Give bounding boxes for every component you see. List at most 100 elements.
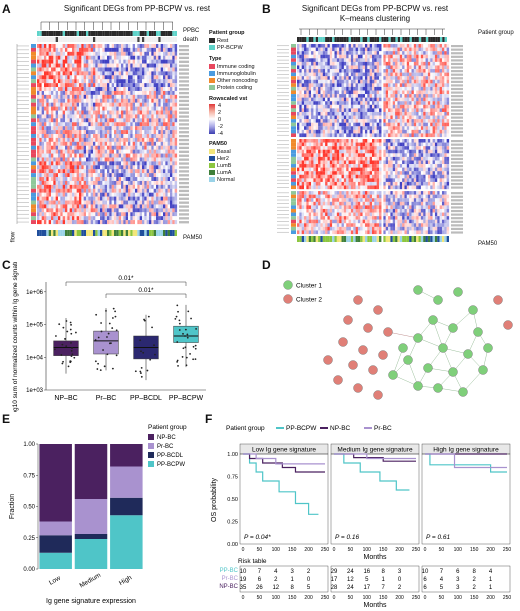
heatmap-cell	[88, 114, 91, 119]
heatmap-cell	[151, 63, 154, 68]
heatmap-cell	[83, 212, 87, 217]
heatmap-cell	[60, 110, 63, 115]
heatmap-cell	[444, 94, 447, 98]
heatmap-cell	[135, 79, 138, 84]
heatmap-cell	[144, 184, 147, 189]
heatmap-cell	[372, 133, 375, 138]
heatmap-cell	[327, 61, 330, 66]
heatmap-cell	[397, 86, 400, 91]
heatmap-cell	[142, 59, 145, 64]
heatmap-cell	[51, 75, 54, 80]
heatmap-cell	[434, 69, 438, 73]
heatmap-cell	[76, 71, 80, 76]
heatmap-cell	[174, 153, 178, 158]
pam50-track-cell	[149, 230, 152, 236]
heatmap-cell	[121, 169, 124, 174]
heatmap-cell	[107, 145, 110, 150]
heatmap-cell	[79, 169, 82, 174]
heatmap-cell	[83, 153, 87, 158]
type-track-cell	[31, 145, 36, 150]
heatmap-cell	[100, 130, 103, 135]
heatmap-cell	[165, 126, 168, 131]
heatmap-cell	[69, 180, 73, 185]
heatmap-cell	[44, 200, 47, 205]
heatmap-cell	[297, 104, 300, 109]
heatmap-cell	[107, 130, 110, 135]
death-track-cell	[123, 37, 126, 42]
heatmap-cell	[104, 118, 108, 123]
heatmap-cell	[69, 79, 73, 84]
heatmap-cell	[123, 200, 126, 205]
heatmap-cell	[53, 118, 56, 123]
heatmap-cell	[144, 192, 147, 197]
heatmap-cell	[158, 130, 161, 135]
heatmap-cell	[149, 157, 152, 162]
heatmap-cell	[430, 119, 433, 123]
heatmap-cell	[304, 83, 307, 88]
heatmap-cell	[322, 122, 326, 127]
heatmap-cell	[146, 67, 150, 72]
heatmap-cell	[125, 180, 129, 185]
heatmap-cell	[446, 94, 450, 98]
heatmap-cell	[144, 106, 147, 111]
heatmap-cell	[97, 149, 101, 154]
heatmap-cell	[350, 126, 354, 130]
heatmap-cell	[392, 133, 396, 138]
heatmap-cell	[374, 54, 377, 59]
heatmap-cell	[142, 90, 145, 95]
heatmap-cell	[297, 101, 300, 105]
heatmap-cell	[102, 184, 105, 189]
heatmap-cell	[76, 79, 80, 84]
heatmap-cell	[423, 69, 426, 73]
heatmap-cell	[411, 51, 414, 55]
heatmap-cell	[41, 145, 45, 150]
heatmap-cell	[383, 104, 386, 109]
heatmap-cell	[125, 165, 129, 170]
heatmap-cell	[118, 145, 122, 150]
heatmap-cell	[62, 110, 66, 115]
heatmap-cell	[170, 59, 173, 64]
heatmap-cell	[165, 102, 168, 107]
heatmap-cell	[411, 61, 414, 66]
heatmap-cell	[139, 192, 143, 197]
heatmap-cell	[404, 108, 407, 113]
heatmap-cell	[53, 59, 56, 64]
heatmap-cell	[48, 137, 52, 142]
heatmap-cell	[409, 72, 412, 77]
heatmap-cell	[392, 83, 396, 88]
legend-swatch	[209, 156, 215, 162]
heatmap-cell	[167, 118, 171, 123]
heatmap-cell	[174, 110, 178, 115]
type-track-cell	[31, 212, 36, 217]
heatmap-cell	[163, 110, 166, 115]
heatmap-cell	[167, 200, 171, 205]
heatmap-cell	[76, 165, 80, 170]
heatmap-cell	[411, 44, 414, 48]
heatmap-cell	[81, 169, 84, 174]
heatmap-cell	[156, 114, 159, 119]
heatmap-cell	[121, 165, 124, 170]
heatmap-cell	[90, 122, 94, 127]
heatmap-cell	[336, 51, 340, 55]
heatmap-cell	[151, 208, 154, 213]
heatmap-cell	[406, 65, 410, 70]
heatmap-cell	[88, 130, 91, 135]
heatmap-cell	[93, 126, 96, 131]
heatmap-cell	[62, 126, 66, 131]
heatmap-cell	[111, 157, 115, 162]
heatmap-cell	[430, 126, 433, 130]
gene-label-mark	[451, 55, 463, 58]
heatmap-cell	[379, 97, 382, 102]
heatmap-cell	[441, 115, 445, 120]
type-track-cell	[31, 161, 36, 166]
heatmap-cell	[116, 55, 119, 60]
heatmap-cell	[367, 58, 370, 62]
heatmap-cell	[167, 184, 171, 189]
heatmap-cell	[81, 47, 84, 52]
heatmap-cell	[153, 165, 157, 170]
heatmap-cell	[167, 67, 171, 72]
heatmap-cell	[158, 141, 161, 146]
heatmap-cell	[299, 126, 302, 130]
heatmap-cell	[48, 192, 52, 197]
heatmap-cell	[390, 72, 393, 77]
